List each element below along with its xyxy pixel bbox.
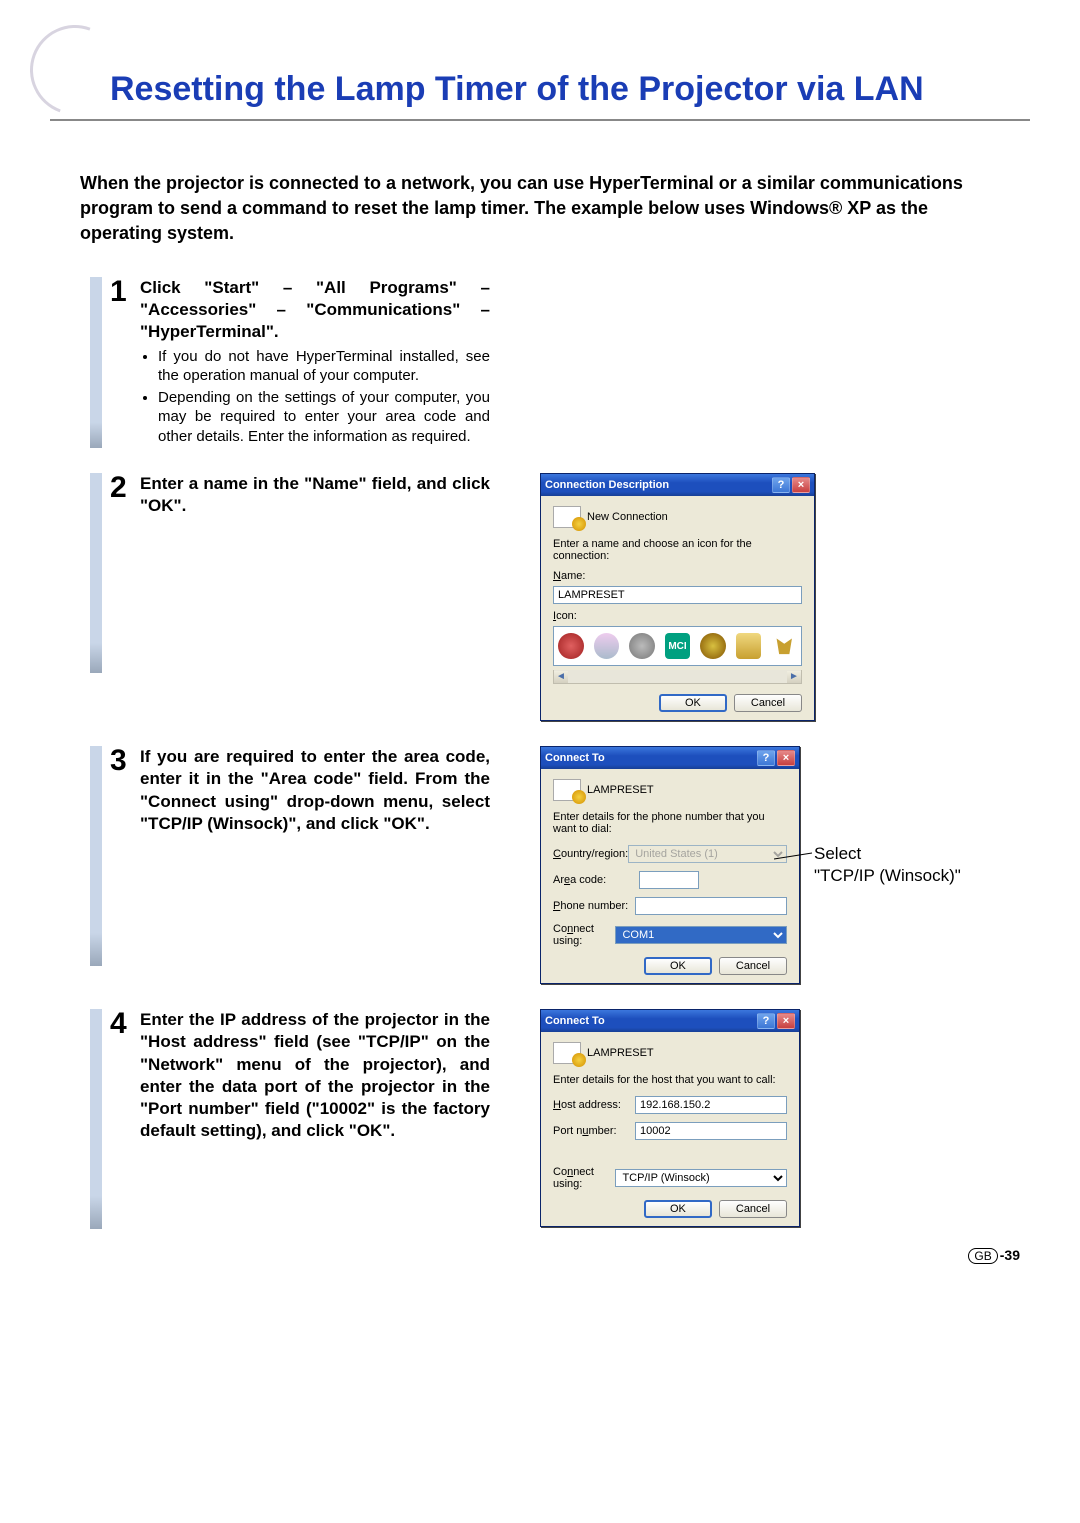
name-label: Name: bbox=[553, 570, 802, 582]
host-address-label: Host address: bbox=[553, 1099, 635, 1111]
step-bar bbox=[90, 473, 102, 673]
close-button[interactable]: × bbox=[777, 750, 795, 766]
connect-using-select[interactable]: COM1 bbox=[615, 926, 787, 944]
step-text: Enter a name in the "Name" field, and cl… bbox=[140, 473, 490, 517]
connect-to-phone-dialog: Connect To ? × LAMPRESET Enter details f… bbox=[540, 746, 800, 984]
dialog-titlebar: Connection Description ? × bbox=[541, 474, 814, 496]
connect-using-label: Connect using: bbox=[553, 923, 615, 947]
dialog-titlebar: Connect To ? × bbox=[541, 747, 799, 769]
step-main: Click "Start" – "All Programs" – "Access… bbox=[140, 277, 490, 343]
area-code-label: Area code: bbox=[553, 874, 639, 886]
ok-button[interactable]: OK bbox=[644, 957, 712, 975]
step-main: Enter a name in the "Name" field, and cl… bbox=[140, 473, 490, 517]
annotation-line2: "TCP/IP (Winsock)" bbox=[814, 865, 961, 887]
cancel-button[interactable]: Cancel bbox=[719, 1200, 787, 1218]
phone-input[interactable] bbox=[635, 897, 787, 915]
step-bullet: Depending on the settings of your comput… bbox=[158, 388, 490, 447]
connection-description-dialog: Connection Description ? × New Connectio… bbox=[540, 473, 815, 721]
icon-option[interactable] bbox=[771, 633, 797, 659]
step-text: Enter the IP address of the projector in… bbox=[140, 1009, 490, 1142]
help-button[interactable]: ? bbox=[757, 1013, 775, 1029]
page-number: -39 bbox=[1000, 1247, 1020, 1263]
icon-picker[interactable]: MCI bbox=[553, 626, 802, 666]
dialog-title: Connect To bbox=[545, 752, 755, 764]
decorative-swoosh bbox=[30, 25, 130, 125]
host-address-input[interactable] bbox=[635, 1096, 787, 1114]
name-input[interactable] bbox=[553, 586, 802, 604]
dialog-app-row: New Connection bbox=[553, 506, 802, 528]
ok-button[interactable]: OK bbox=[659, 694, 727, 712]
icon-label: Icon: bbox=[553, 610, 802, 622]
port-number-input[interactable] bbox=[635, 1122, 787, 1140]
dialog-app-label: LAMPRESET bbox=[587, 1047, 654, 1059]
ok-button[interactable]: OK bbox=[644, 1200, 712, 1218]
step-bar bbox=[90, 277, 102, 449]
step-number: 2 bbox=[110, 473, 140, 503]
scroll-right-icon[interactable]: ► bbox=[787, 671, 801, 683]
connection-icon bbox=[553, 506, 581, 528]
step-number: 1 bbox=[110, 277, 140, 307]
step-main: If you are required to enter the area co… bbox=[140, 746, 490, 834]
step-bar bbox=[90, 746, 102, 966]
icon-option[interactable] bbox=[594, 633, 620, 659]
step-2: 2 Enter a name in the "Name" field, and … bbox=[90, 473, 1030, 721]
port-number-label: Port number: bbox=[553, 1125, 635, 1137]
connect-using-label: Connect using: bbox=[553, 1166, 615, 1190]
dialog-instruction: Enter a name and choose an icon for the … bbox=[553, 538, 802, 562]
connection-icon bbox=[553, 1042, 581, 1064]
dialog-instruction: Enter details for the host that you want… bbox=[553, 1074, 787, 1086]
icon-scrollbar[interactable]: ◄ ► bbox=[553, 670, 802, 684]
intro-text: When the projector is connected to a net… bbox=[80, 171, 1000, 247]
connection-icon bbox=[553, 779, 581, 801]
step-text: If you are required to enter the area co… bbox=[140, 746, 490, 834]
connect-to-host-dialog: Connect To ? × LAMPRESET Enter details f… bbox=[540, 1009, 800, 1227]
scroll-left-icon[interactable]: ◄ bbox=[554, 671, 568, 683]
help-button[interactable]: ? bbox=[772, 477, 790, 493]
dialog-app-row: LAMPRESET bbox=[553, 1042, 787, 1064]
dialog-titlebar: Connect To ? × bbox=[541, 1010, 799, 1032]
close-button[interactable]: × bbox=[777, 1013, 795, 1029]
page-footer: GB-39 bbox=[968, 1247, 1020, 1264]
cancel-button[interactable]: Cancel bbox=[719, 957, 787, 975]
dialog-app-label: LAMPRESET bbox=[587, 784, 654, 796]
step-number: 4 bbox=[110, 1009, 140, 1039]
step-main: Enter the IP address of the projector in… bbox=[140, 1009, 490, 1142]
dialog-app-label: New Connection bbox=[587, 511, 668, 523]
dialog-title: Connect To bbox=[545, 1015, 755, 1027]
country-label: Country/region: bbox=[553, 848, 628, 860]
area-code-input[interactable] bbox=[639, 871, 699, 889]
step-bullets: If you do not have HyperTerminal install… bbox=[158, 347, 490, 447]
help-button[interactable]: ? bbox=[757, 750, 775, 766]
page-title: Resetting the Lamp Timer of the Projecto… bbox=[110, 70, 1030, 109]
phone-label: Phone number: bbox=[553, 900, 635, 912]
icon-option[interactable]: MCI bbox=[665, 633, 691, 659]
title-rule bbox=[50, 119, 1030, 121]
dialog-app-row: LAMPRESET bbox=[553, 779, 787, 801]
icon-option[interactable] bbox=[700, 633, 726, 659]
cancel-button[interactable]: Cancel bbox=[734, 694, 802, 712]
annotation-callout: Select "TCP/IP (Winsock)" bbox=[814, 843, 961, 887]
step-text: Click "Start" – "All Programs" – "Access… bbox=[140, 277, 490, 449]
dialog-title: Connection Description bbox=[545, 479, 770, 491]
step-bullet: If you do not have HyperTerminal install… bbox=[158, 347, 490, 386]
step-3: 3 If you are required to enter the area … bbox=[90, 746, 1030, 984]
steps-container: 1 Click "Start" – "All Programs" – "Acce… bbox=[90, 277, 1030, 1230]
step-1: 1 Click "Start" – "All Programs" – "Acce… bbox=[90, 277, 1030, 449]
step-number: 3 bbox=[110, 746, 140, 776]
icon-option[interactable] bbox=[736, 633, 762, 659]
icon-option[interactable] bbox=[629, 633, 655, 659]
annotation-line1: Select bbox=[814, 843, 961, 865]
country-select: United States (1) bbox=[628, 845, 787, 863]
connect-using-select[interactable]: TCP/IP (Winsock) bbox=[615, 1169, 787, 1187]
step-4: 4 Enter the IP address of the projector … bbox=[90, 1009, 1030, 1229]
step-bar bbox=[90, 1009, 102, 1229]
close-button[interactable]: × bbox=[792, 477, 810, 493]
region-badge: GB bbox=[968, 1248, 997, 1264]
dialog-instruction: Enter details for the phone number that … bbox=[553, 811, 787, 835]
icon-option[interactable] bbox=[558, 633, 584, 659]
